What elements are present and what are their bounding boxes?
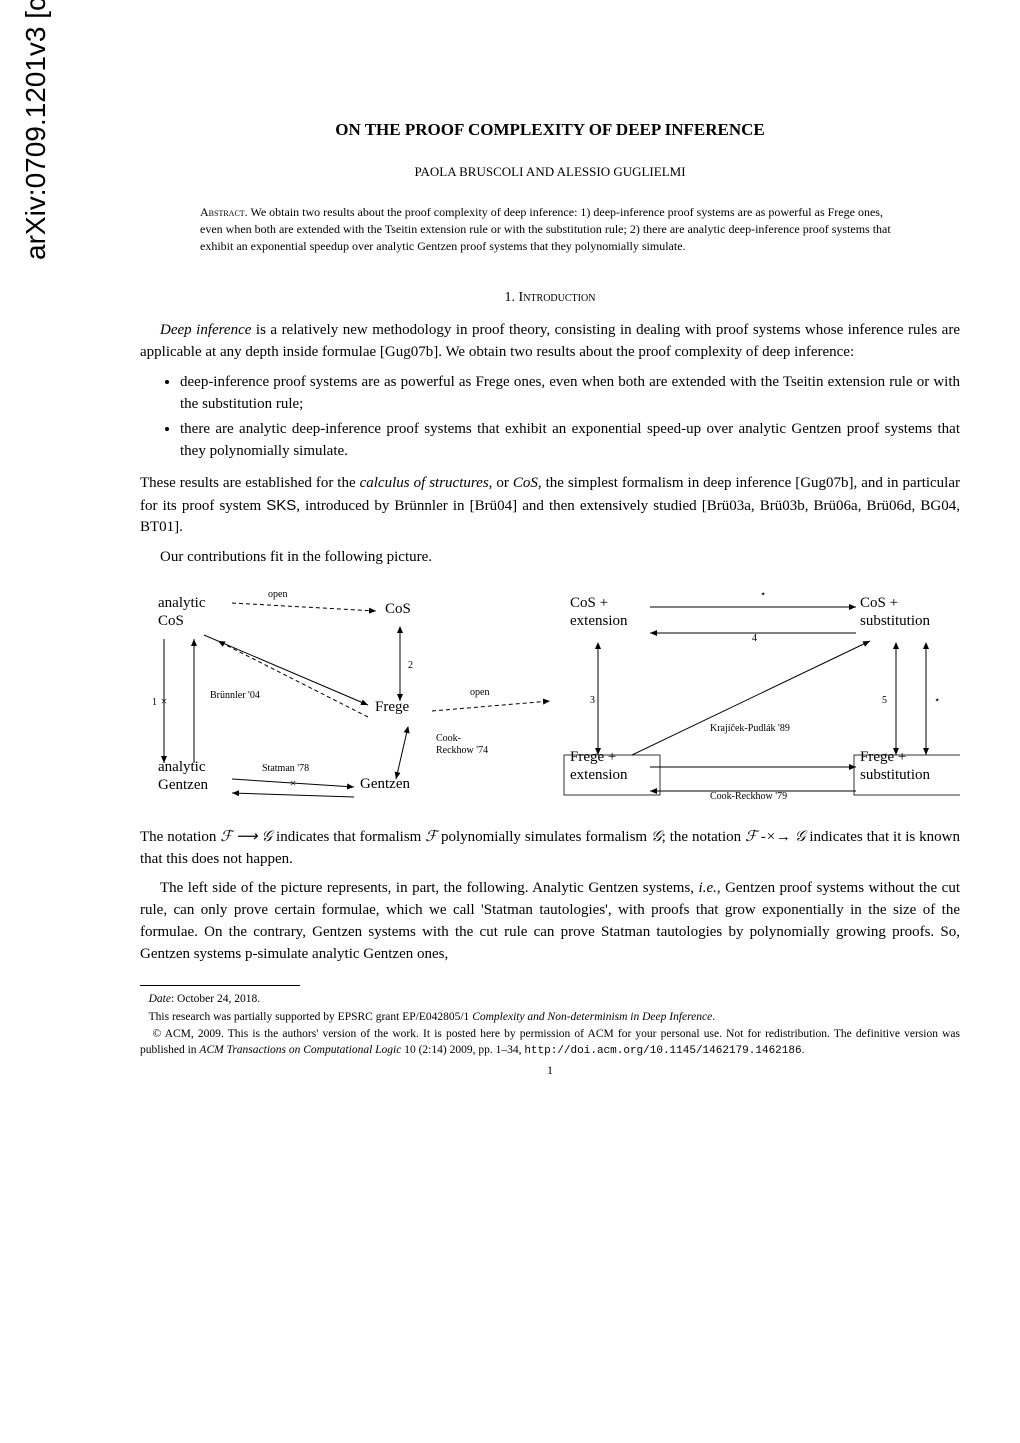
footnote-date: Date: October 24, 2018. xyxy=(140,992,960,1008)
f2b: ACM Transactions on Computational Logic xyxy=(199,1044,401,1056)
footnote-copyright: © ACM, 2009. This is the authors' versio… xyxy=(140,1027,960,1058)
n1h: ℱ -×→ 𝒢 xyxy=(745,829,805,845)
svg-text:4: 4 xyxy=(752,633,757,644)
svg-text:Frege: Frege xyxy=(375,699,409,715)
p2d: CoS xyxy=(513,475,538,491)
f2d: http://doi.acm.org/10.1145/1462179.14621… xyxy=(524,1045,801,1057)
svg-text:5: 5 xyxy=(882,695,887,706)
paragraph: Our contributions fit in the following p… xyxy=(140,547,960,569)
p2c: , or xyxy=(489,475,513,491)
n1g: ; the notation xyxy=(662,829,745,845)
section-heading: 1. Introduction xyxy=(140,290,960,306)
n1a: The notation xyxy=(140,829,220,845)
section-title: Introduction xyxy=(519,290,596,305)
svg-text:Cook-: Cook- xyxy=(436,733,461,744)
svg-text:Gentzen: Gentzen xyxy=(158,777,208,793)
p4a: The left side of the picture represents,… xyxy=(160,880,699,896)
abstract-text: We obtain two results about the proof co… xyxy=(200,205,891,253)
date-text: : October 24, 2018. xyxy=(171,993,260,1005)
section-number: 1. xyxy=(505,290,519,305)
n1c: indicates that formalism xyxy=(272,829,425,845)
date-label: Date xyxy=(149,993,171,1005)
svg-text:Statman '78: Statman '78 xyxy=(262,763,309,774)
svg-text:Frege +: Frege + xyxy=(860,749,906,765)
p2a: These results are established for the xyxy=(140,475,360,491)
svg-text:1: 1 xyxy=(152,697,157,708)
svg-text:Brünnler '04: Brünnler '04 xyxy=(210,690,260,701)
svg-text:CoS +: CoS + xyxy=(860,595,898,611)
f1c: . xyxy=(712,1011,715,1023)
svg-text:⋆: ⋆ xyxy=(760,589,766,600)
svg-text:open: open xyxy=(268,589,287,600)
svg-text:×: × xyxy=(161,694,168,708)
svg-text:substitution: substitution xyxy=(860,767,931,783)
svg-text:Krajíček-Pudlák '89: Krajíček-Pudlák '89 xyxy=(710,723,790,734)
footnote-rule xyxy=(140,985,300,986)
n1e: polynomially simulates formalism xyxy=(437,829,651,845)
proof-systems-diagram: × × analytic CoS CoS Frege analytic Gentzen Gent… xyxy=(140,583,960,813)
svg-text:Cook-Reckhow '79: Cook-Reckhow '79 xyxy=(710,791,787,802)
footnote-funding: This research was partially supported by… xyxy=(140,1010,960,1026)
diagram-svg: × × analytic CoS CoS Frege analytic Gentzen Gent… xyxy=(140,583,960,813)
page-number: 1 xyxy=(140,1063,960,1078)
paragraph: Deep inference is a relatively new metho… xyxy=(140,320,960,364)
list-item: there are analytic deep-inference proof … xyxy=(180,419,960,463)
paragraph: The notation ℱ ⟶ 𝒢 indicates that formal… xyxy=(140,827,960,871)
f2c: 10 (2:14) 2009, pp. 1–34, xyxy=(401,1044,524,1056)
abstract: Abstract. We obtain two results about th… xyxy=(200,204,900,254)
paper-authors: PAOLA BRUSCOLI AND ALESSIO GUGLIELMI xyxy=(140,164,960,180)
term-deep-inference: Deep inference xyxy=(160,322,251,338)
p4b: i.e. xyxy=(699,880,717,896)
para1-rest: is a relatively new methodology in proof… xyxy=(140,322,960,360)
svg-text:Reckhow '74: Reckhow '74 xyxy=(436,745,488,756)
n1b: ℱ ⟶ 𝒢 xyxy=(220,829,272,845)
svg-text:extension: extension xyxy=(570,613,628,629)
n1d: ℱ xyxy=(425,829,437,845)
paragraph: These results are established for the ca… xyxy=(140,473,960,539)
svg-text:open: open xyxy=(470,687,489,698)
svg-text:3: 3 xyxy=(590,695,595,706)
svg-text:Gentzen: Gentzen xyxy=(360,776,410,792)
svg-text:×: × xyxy=(290,776,297,790)
p2f: SKS xyxy=(266,497,296,514)
paper-title: ON THE PROOF COMPLEXITY OF DEEP INFERENC… xyxy=(140,120,960,140)
p2b: calculus of structures xyxy=(360,475,489,491)
f1a: This research was partially supported by… xyxy=(149,1011,473,1023)
svg-text:extension: extension xyxy=(570,767,628,783)
svg-text:CoS: CoS xyxy=(158,613,184,629)
f2e: . xyxy=(802,1044,805,1056)
list-item: deep-inference proof systems are as powe… xyxy=(180,372,960,416)
svg-text:substitution: substitution xyxy=(860,613,931,629)
paper-body: ON THE PROOF COMPLEXITY OF DEEP INFERENC… xyxy=(140,0,960,1078)
svg-text:CoS +: CoS + xyxy=(570,595,608,611)
svg-text:Frege +: Frege + xyxy=(570,749,616,765)
svg-text:analytic: analytic xyxy=(158,759,206,775)
f1b: Complexity and Non-determinism in Deep I… xyxy=(472,1011,712,1023)
svg-text:analytic: analytic xyxy=(158,595,206,611)
arxiv-id: arXiv:0709.1201v3 [cs.CC] 19 Apr 2009 xyxy=(20,0,52,260)
svg-text:CoS: CoS xyxy=(385,601,411,617)
svg-text:⋆: ⋆ xyxy=(934,695,940,706)
abstract-label: Abstract. xyxy=(200,205,248,219)
bullet-list: deep-inference proof systems are as powe… xyxy=(180,372,960,463)
paragraph: The left side of the picture represents,… xyxy=(140,878,960,965)
n1f: 𝒢 xyxy=(651,829,662,845)
svg-text:2: 2 xyxy=(408,660,413,671)
